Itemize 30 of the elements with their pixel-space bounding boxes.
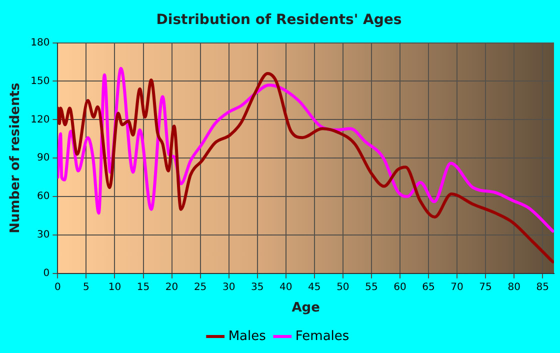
y-tick-label: 0 <box>43 268 50 279</box>
chart-title: Distribution of Residents' Ages <box>156 12 402 28</box>
x-tick-label: 55 <box>365 282 378 293</box>
x-tick-label: 75 <box>479 282 492 293</box>
x-tick-label: 45 <box>308 282 321 293</box>
x-axis-title: Age <box>292 300 320 316</box>
x-tick-label: 40 <box>280 282 292 293</box>
x-tick-label: 50 <box>336 282 350 293</box>
x-tick-label: 15 <box>136 282 150 293</box>
y-tick-label: 150 <box>30 76 50 87</box>
x-tick-label: 35 <box>250 282 264 293</box>
x-tick-label: 25 <box>194 282 207 293</box>
x-tick-label: 0 <box>54 282 61 293</box>
x-tick-label: 5 <box>83 282 90 293</box>
y-axis-title: Number of residents <box>8 82 24 234</box>
legend-label: Females <box>295 328 350 344</box>
x-tick-label: 20 <box>165 282 178 293</box>
x-tick-label: 85 <box>536 282 549 293</box>
x-tick-label: 70 <box>450 282 464 293</box>
y-tick-label: 180 <box>30 37 50 48</box>
x-tick-label: 10 <box>108 282 122 293</box>
x-tick-label: 60 <box>394 282 406 293</box>
y-tick-label: 90 <box>36 152 50 164</box>
legend-label: Males <box>228 328 266 344</box>
y-tick-label: 30 <box>36 230 50 241</box>
y-tick-label: 120 <box>30 114 50 126</box>
x-tick-label: 80 <box>508 282 520 293</box>
y-tick-label: 60 <box>36 191 50 202</box>
x-tick-label: 65 <box>422 282 435 293</box>
x-tick-label: 30 <box>222 282 236 293</box>
